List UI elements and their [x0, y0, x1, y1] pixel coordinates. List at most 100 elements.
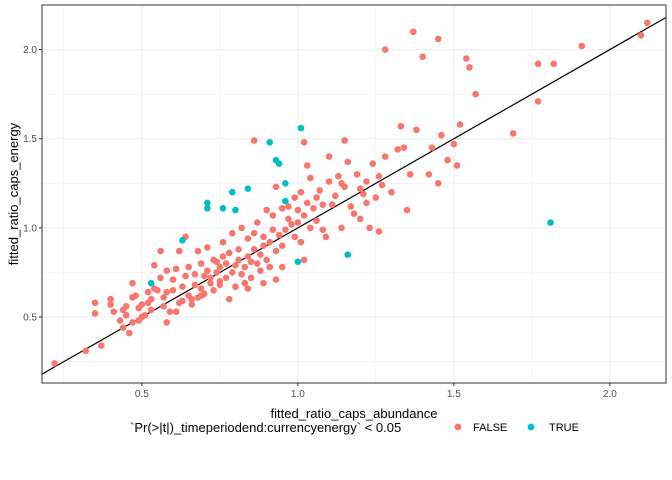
data-point-false	[303, 162, 311, 169]
data-point-false	[225, 249, 233, 257]
data-point-false	[232, 262, 239, 269]
data-point-false	[643, 19, 651, 27]
y-axis-ticks: 0.5 1.0 1.5 2.0	[23, 45, 42, 324]
data-point-false	[225, 295, 233, 303]
data-point-false	[578, 42, 586, 50]
data-point-false	[328, 201, 336, 208]
data-point-false	[260, 279, 267, 287]
data-point-false	[291, 194, 299, 201]
data-point-false	[291, 233, 299, 241]
data-point-false	[263, 206, 270, 214]
data-point-false	[363, 199, 370, 207]
data-point-false	[188, 301, 196, 308]
data-point-false	[91, 299, 99, 307]
data-point-false	[260, 233, 267, 241]
data-point-false	[244, 253, 252, 260]
data-point-false	[438, 131, 445, 139]
legend-label-true: TRUE	[549, 422, 579, 434]
data-point-false	[341, 137, 348, 144]
y-tick-label: 2.0	[23, 45, 37, 56]
data-point-false	[147, 295, 155, 303]
data-point-true	[282, 180, 289, 187]
data-point-false	[129, 319, 136, 326]
data-point-false	[316, 187, 323, 194]
data-point-false	[257, 267, 264, 274]
data-point-false	[509, 130, 517, 137]
data-point-false	[241, 263, 249, 271]
x-tick-label: 0.5	[135, 389, 149, 400]
data-point-false	[163, 267, 171, 274]
data-point-false	[278, 263, 286, 271]
data-point-false	[347, 203, 355, 210]
data-point-false	[197, 292, 205, 299]
legend: `Pr(>|t|)_timeperiodend:currencyenergy` …	[130, 420, 579, 435]
data-point-false	[534, 97, 542, 105]
data-point-false	[366, 224, 373, 232]
data-point-false	[356, 185, 364, 192]
data-point-false	[300, 212, 308, 219]
data-point-true	[275, 160, 283, 167]
data-point-false	[122, 303, 130, 310]
data-point-false	[307, 224, 314, 232]
data-point-false	[260, 242, 267, 250]
data-point-false	[397, 122, 405, 130]
data-point-false	[247, 258, 255, 266]
data-point-false	[147, 306, 155, 314]
data-point-false	[219, 253, 227, 260]
data-point-false	[285, 203, 292, 210]
data-point-false	[222, 274, 230, 282]
data-point-false	[263, 256, 270, 264]
data-point-false	[472, 90, 479, 98]
data-point-false	[353, 171, 361, 178]
data-point-false	[350, 210, 358, 217]
data-point-false	[322, 233, 330, 241]
data-point-false	[278, 242, 286, 250]
data-point-false	[91, 310, 99, 317]
data-point-false	[456, 121, 464, 128]
data-point-true	[297, 124, 305, 132]
data-point-false	[266, 238, 274, 246]
data-point-false	[250, 229, 258, 237]
data-point-false	[213, 258, 221, 266]
data-point-false	[179, 283, 186, 291]
data-point-true	[219, 204, 227, 212]
data-point-false	[169, 276, 177, 283]
data-point-false	[213, 269, 221, 276]
data-point-false	[294, 206, 302, 214]
data-point-false	[285, 215, 292, 223]
legend-title: `Pr(>|t|)_timeperiodend:currencyenergy` …	[130, 420, 401, 435]
data-point-false	[300, 256, 308, 264]
x-tick-label: 2.0	[603, 389, 617, 400]
data-point-false	[97, 342, 105, 349]
data-point-false	[388, 188, 395, 196]
data-point-false	[172, 265, 180, 273]
data-point-false	[278, 204, 286, 212]
data-point-false	[219, 238, 227, 246]
data-point-false	[272, 183, 280, 191]
data-point-false	[335, 172, 342, 180]
data-point-false	[122, 311, 130, 319]
y-axis-title: fitted_ratio_caps_energy	[6, 122, 21, 265]
data-point-false	[244, 285, 252, 292]
data-point-false	[310, 204, 317, 212]
data-point-false	[110, 308, 118, 315]
data-point-false	[204, 267, 211, 274]
data-point-false	[175, 247, 183, 255]
data-point-false	[207, 274, 214, 282]
data-point-false	[200, 272, 208, 280]
legend-label-false: FALSE	[473, 422, 507, 434]
data-point-false	[238, 224, 245, 232]
data-point-true	[344, 251, 352, 258]
data-point-false	[160, 294, 167, 301]
x-tick-label: 1.0	[291, 389, 305, 400]
data-point-false	[204, 244, 211, 251]
data-point-false	[375, 172, 383, 180]
data-point-false	[241, 279, 249, 287]
data-point-false	[207, 279, 214, 287]
data-point-true	[266, 138, 274, 146]
data-point-true	[294, 258, 302, 266]
data-point-false	[169, 286, 177, 294]
data-point-false	[232, 283, 239, 291]
data-point-false	[297, 238, 305, 246]
